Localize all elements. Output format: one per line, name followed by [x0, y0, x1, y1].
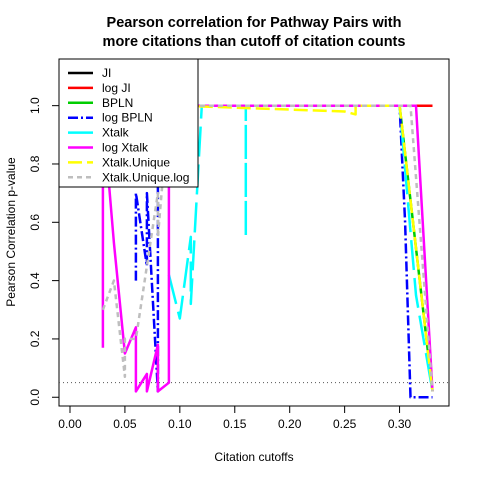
- chart-title-line-1: Pearson correlation for Pathway Pairs wi…: [107, 15, 402, 31]
- x-axis: 0.00 0.05 0.10 0.15 0.20 0.25 0.30: [58, 405, 412, 431]
- chart-title-line-2: more citations than cutoff of citation c…: [103, 34, 406, 50]
- legend-label: Xtalk.Unique: [102, 155, 170, 169]
- legend-label: log Xtalk: [102, 141, 149, 155]
- y-axis-label: Pearson Correlation p-value: [4, 157, 18, 307]
- legend-label: log BPLN: [102, 111, 153, 125]
- x-axis-label: Citation cutoffs: [214, 450, 293, 464]
- legend-label: JI: [102, 66, 111, 80]
- legend-label: BPLN: [102, 96, 133, 110]
- x-tick-label: 0.00: [58, 417, 82, 431]
- x-tick-label: 0.30: [388, 417, 412, 431]
- y-tick-label: 0.6: [28, 214, 42, 231]
- series-line-xtalk: [167, 104, 434, 392]
- y-tick-label: 0.8: [28, 155, 42, 172]
- y-axis: 0.0 0.2 0.4 0.6 0.8 1.0: [28, 97, 60, 406]
- x-tick-label: 0.10: [168, 417, 192, 431]
- legend-box: [58, 58, 199, 188]
- legend-label: Xtalk: [102, 126, 130, 140]
- x-tick-label: 0.05: [113, 417, 137, 431]
- legend-label: log JI: [102, 81, 131, 95]
- series-line-bpln: [179, 104, 434, 392]
- y-tick-label: 0.4: [28, 272, 42, 289]
- legend-label: Xtalk.Unique.log: [102, 170, 189, 184]
- x-tick-label: 0.20: [278, 417, 302, 431]
- y-tick-label: 1.0: [28, 97, 42, 114]
- series-line-log-xtalk: [101, 104, 434, 393]
- series-line-xtalk-unique-log: [101, 104, 434, 392]
- x-tick-label: 0.25: [333, 417, 357, 431]
- y-tick-label: 0.2: [28, 330, 42, 347]
- y-tick-label: 0.0: [28, 389, 42, 406]
- x-tick-label: 0.15: [223, 417, 247, 431]
- series-line-xtalk-unique: [179, 104, 434, 392]
